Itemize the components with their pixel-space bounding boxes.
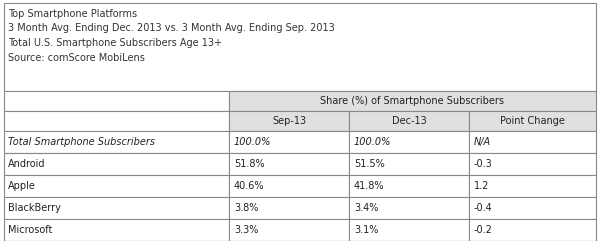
Text: N/A: N/A — [474, 137, 491, 147]
Bar — [469, 153, 596, 175]
Text: 100.0%: 100.0% — [234, 137, 271, 147]
Bar — [349, 111, 469, 131]
Bar — [4, 197, 229, 219]
Text: 51.5%: 51.5% — [354, 159, 385, 169]
Bar — [349, 131, 469, 153]
Text: 3.8%: 3.8% — [234, 203, 259, 213]
Bar — [469, 219, 596, 241]
Bar — [469, 131, 596, 153]
Text: Point Change: Point Change — [500, 116, 565, 126]
Text: Sep-13: Sep-13 — [272, 116, 306, 126]
Text: Top Smartphone Platforms: Top Smartphone Platforms — [8, 9, 137, 19]
Text: BlackBerry: BlackBerry — [8, 203, 61, 213]
Bar — [229, 111, 349, 131]
Bar — [4, 111, 229, 131]
Bar — [469, 111, 596, 131]
Bar — [229, 175, 349, 197]
Bar — [229, 219, 349, 241]
Bar — [4, 3, 596, 91]
Bar — [349, 197, 469, 219]
Text: Total U.S. Smartphone Subscribers Age 13+: Total U.S. Smartphone Subscribers Age 13… — [8, 38, 222, 48]
Bar — [349, 153, 469, 175]
Text: Share (%) of Smartphone Subscribers: Share (%) of Smartphone Subscribers — [320, 96, 505, 106]
Text: 51.8%: 51.8% — [234, 159, 265, 169]
Text: -0.4: -0.4 — [474, 203, 493, 213]
Text: 3.4%: 3.4% — [354, 203, 379, 213]
Text: Total Smartphone Subscribers: Total Smartphone Subscribers — [8, 137, 155, 147]
Bar — [4, 131, 229, 153]
Bar — [229, 153, 349, 175]
Text: Dec-13: Dec-13 — [392, 116, 427, 126]
Bar — [4, 175, 229, 197]
Text: Microsoft: Microsoft — [8, 225, 52, 235]
Bar — [4, 153, 229, 175]
Text: 40.6%: 40.6% — [234, 181, 265, 191]
Text: -0.3: -0.3 — [474, 159, 493, 169]
Bar — [229, 91, 596, 111]
Text: Source: comScore MobiLens: Source: comScore MobiLens — [8, 53, 145, 63]
Text: 100.0%: 100.0% — [354, 137, 391, 147]
Text: 3.3%: 3.3% — [234, 225, 259, 235]
Bar — [4, 91, 229, 111]
Text: Android: Android — [8, 159, 46, 169]
Text: 41.8%: 41.8% — [354, 181, 385, 191]
Text: 3.1%: 3.1% — [354, 225, 379, 235]
Bar — [4, 219, 229, 241]
Bar — [229, 131, 349, 153]
Text: Apple: Apple — [8, 181, 36, 191]
Bar — [469, 175, 596, 197]
Text: 1.2: 1.2 — [474, 181, 490, 191]
Bar — [349, 175, 469, 197]
Bar — [349, 219, 469, 241]
Bar — [469, 197, 596, 219]
Text: -0.2: -0.2 — [474, 225, 493, 235]
Bar — [229, 197, 349, 219]
Text: 3 Month Avg. Ending Dec. 2013 vs. 3 Month Avg. Ending Sep. 2013: 3 Month Avg. Ending Dec. 2013 vs. 3 Mont… — [8, 23, 335, 33]
